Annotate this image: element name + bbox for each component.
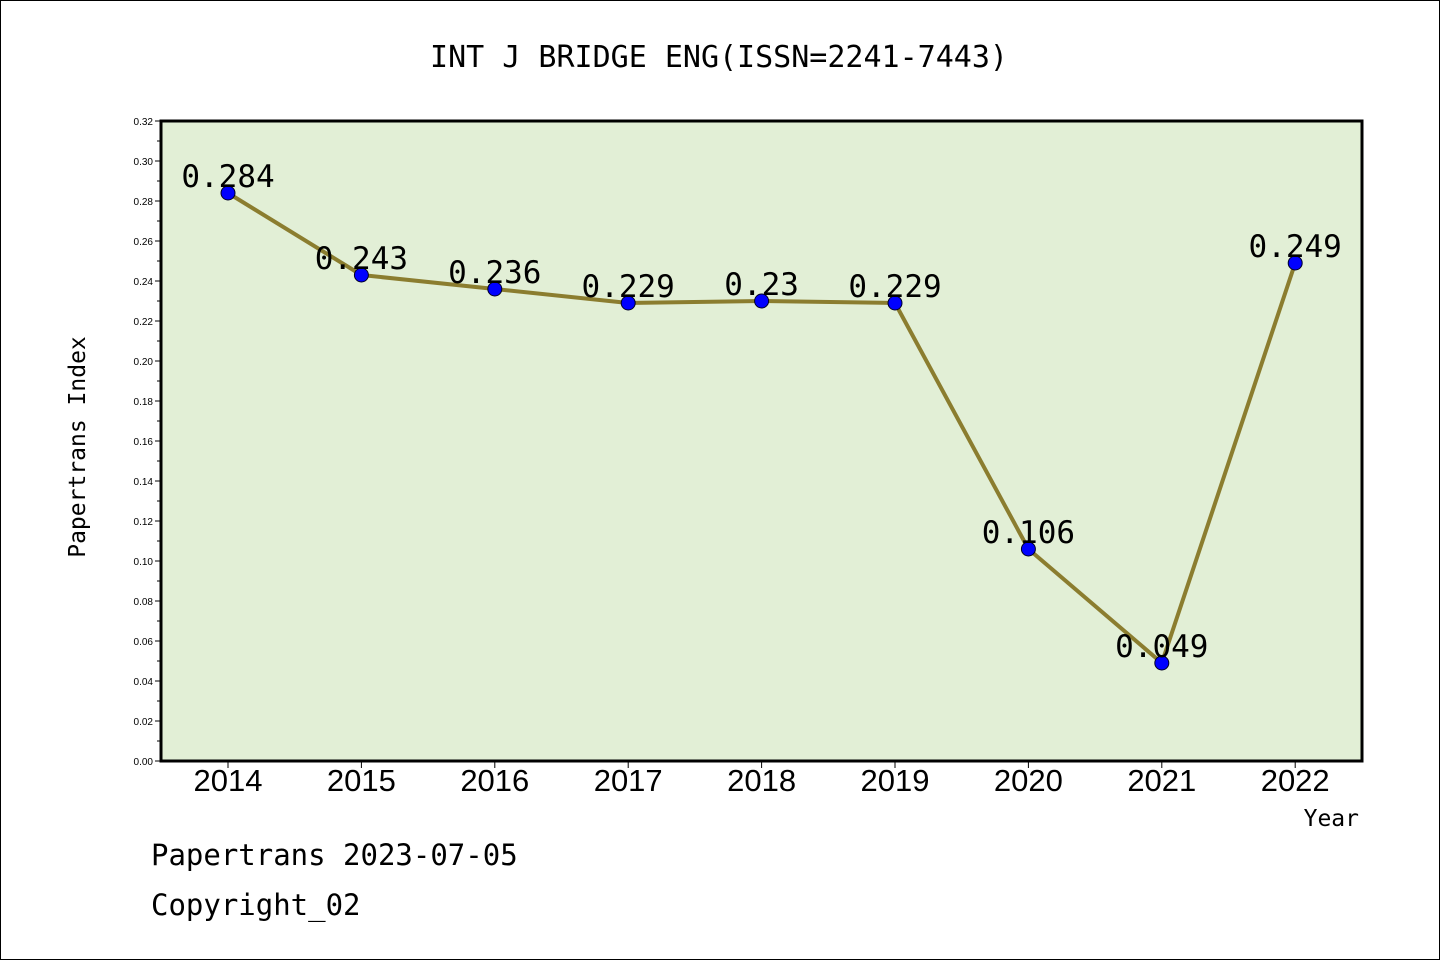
- x-tick-label: 2018: [727, 763, 796, 798]
- y-tick-label: 0.08: [134, 597, 154, 608]
- y-tick-label: 0.02: [134, 717, 154, 728]
- data-label-2014: 0.284: [181, 159, 274, 195]
- y-tick-label: 0.14: [134, 477, 154, 488]
- plot-area: [159, 119, 1364, 763]
- y-tick-label: 0.10: [134, 557, 154, 568]
- y-tick-label: 0.32: [134, 117, 154, 128]
- data-label-2019: 0.229: [848, 269, 941, 305]
- data-label-2022: 0.249: [1249, 229, 1342, 265]
- x-axis-label: Year: [1304, 806, 1359, 832]
- data-labels: 0.284 0.243 0.236 0.229 0.23 0.229 0.106 0.049 0…: [181, 159, 1342, 665]
- data-point-2018: [754, 293, 770, 309]
- y-axis: 0.00 0.02 0.04 0.06 0.08 0.10 0.12 0.14 0.16 0.18…: [134, 117, 161, 768]
- chart-title: INT J BRIDGE ENG(ISSN=2241-7443): [430, 40, 1008, 75]
- data-label-2018: 0.23: [724, 267, 799, 303]
- x-axis: 2014 2015 2016 2017 2018 2019 2020 2021 2022: [194, 761, 1330, 798]
- y-tick-label: 0.26: [134, 237, 154, 248]
- data-label-2020: 0.106: [982, 515, 1075, 551]
- y-axis-label: Papertrans Index: [65, 336, 91, 558]
- x-tick-label: 2020: [994, 763, 1063, 798]
- data-point-2014: [220, 185, 236, 201]
- data-label-2021: 0.049: [1115, 629, 1208, 665]
- y-tick-label: 0.04: [134, 677, 154, 688]
- x-tick-label: 2022: [1261, 763, 1330, 798]
- y-tick-label: 0.28: [134, 197, 154, 208]
- y-tick-label: 0.06: [134, 637, 154, 648]
- x-tick-label: 2016: [460, 763, 529, 798]
- x-tick-label: 2014: [194, 763, 263, 798]
- footer-copyright: Copyright_02: [151, 888, 361, 923]
- y-tick-label: 0.16: [134, 437, 154, 448]
- series-papertrans-index: [220, 185, 1303, 671]
- data-point-2021: [1154, 655, 1170, 671]
- data-point-2022: [1287, 255, 1303, 271]
- data-point-2015: [353, 267, 369, 283]
- y-tick-label: 0.00: [134, 757, 154, 768]
- footer-source-date: Papertrans 2023-07-05: [151, 838, 518, 872]
- x-tick-label: 2015: [327, 763, 396, 798]
- y-tick-label: 0.12: [134, 517, 154, 528]
- data-label-2016: 0.236: [448, 255, 541, 291]
- data-label-2017: 0.229: [582, 269, 675, 305]
- y-tick-label: 0.24: [134, 277, 154, 288]
- x-tick-label: 2017: [594, 763, 663, 798]
- y-tick-label: 0.18: [134, 397, 154, 408]
- y-tick-label: 0.22: [134, 317, 154, 328]
- data-point-2017: [620, 295, 636, 311]
- x-tick-label: 2019: [861, 763, 930, 798]
- y-tick-label: 0.30: [134, 157, 154, 168]
- data-point-2019: [887, 295, 903, 311]
- data-point-2016: [487, 281, 503, 297]
- y-tick-label: 0.20: [134, 357, 154, 368]
- data-label-2015: 0.243: [315, 241, 408, 277]
- data-point-2020: [1020, 541, 1036, 557]
- x-tick-label: 2021: [1127, 763, 1196, 798]
